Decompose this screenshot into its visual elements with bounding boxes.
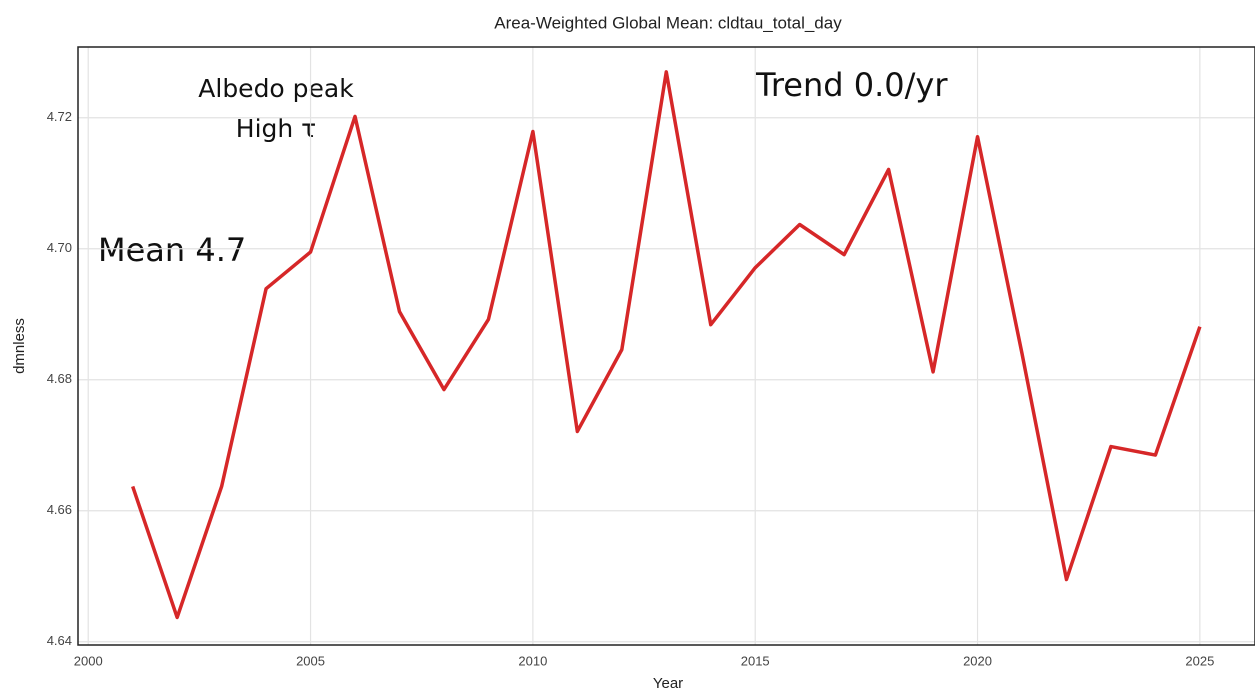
y-tick-label: 4.66 — [47, 502, 72, 517]
y-tick-label: 4.72 — [47, 109, 72, 124]
plot-frame — [77, 46, 1255, 646]
x-tick-label: 2005 — [296, 653, 325, 668]
annotation: Albedo peak — [198, 74, 354, 103]
annotation: Trend 0.0/yr — [755, 66, 948, 104]
x-tick-label: 2020 — [963, 653, 992, 668]
x-tick-label: 2000 — [74, 653, 103, 668]
y-tick-label: 4.64 — [47, 633, 72, 648]
x-tick-label: 2025 — [1185, 653, 1214, 668]
x-tick-label: 2010 — [518, 653, 547, 668]
x-tick-label: 2015 — [741, 653, 770, 668]
y-tick-label: 4.70 — [47, 240, 72, 255]
y-axis-label: dmnless — [11, 318, 28, 374]
annotation: High τ — [236, 114, 316, 143]
y-tick-label: 4.68 — [47, 371, 72, 386]
x-axis-label: Year — [653, 675, 683, 692]
chart-title: Area-Weighted Global Mean: cldtau_total_… — [494, 13, 842, 32]
annotation: Mean 4.7 — [98, 231, 246, 269]
data-line — [131, 70, 1202, 620]
